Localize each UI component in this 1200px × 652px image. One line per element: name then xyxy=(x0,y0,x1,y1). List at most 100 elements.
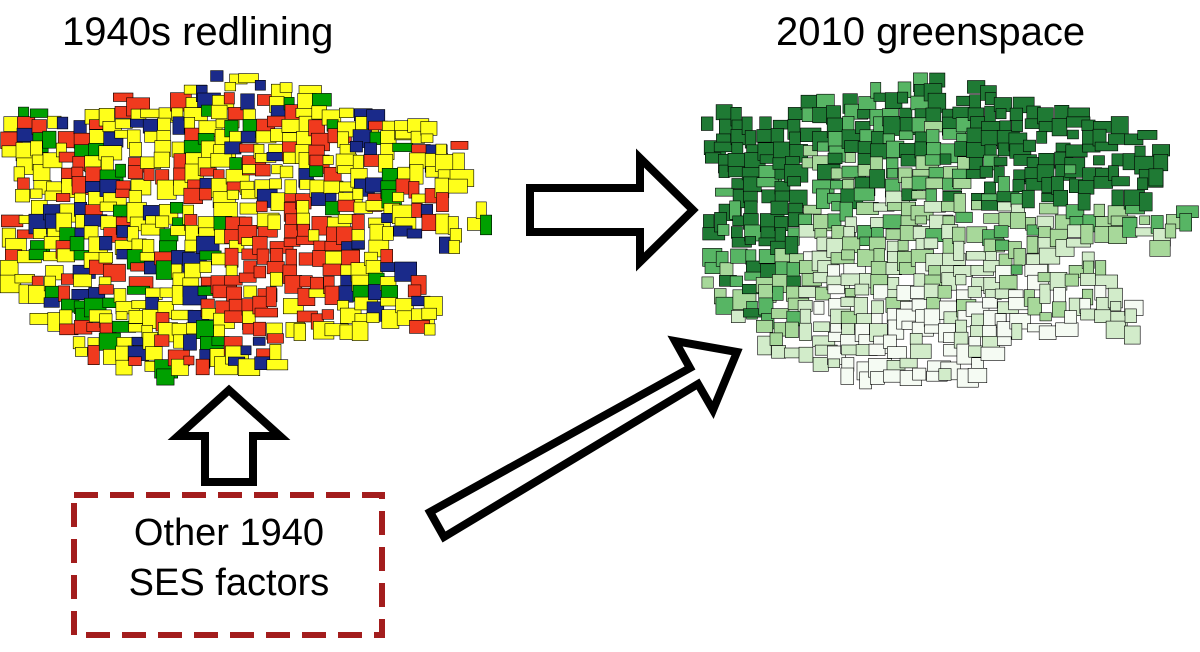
map-parcel xyxy=(1080,224,1094,245)
map-parcel xyxy=(1052,301,1067,318)
map-parcel xyxy=(844,287,856,297)
map-parcel xyxy=(1148,168,1164,187)
map-parcel xyxy=(85,181,101,194)
map-parcel xyxy=(436,192,449,212)
map-parcel xyxy=(798,213,813,227)
map-parcel xyxy=(995,108,1007,120)
map-parcel xyxy=(153,151,171,168)
map-parcel xyxy=(113,92,134,102)
map-parcel xyxy=(1064,164,1077,175)
map-parcel xyxy=(238,73,259,84)
map-parcel xyxy=(771,345,786,359)
map-parcel xyxy=(30,140,43,157)
map-parcel xyxy=(813,301,825,315)
map-parcel xyxy=(30,188,43,199)
ses-factors-label: Other 1940 SES factors xyxy=(74,508,384,608)
map-parcel xyxy=(99,236,113,251)
map-parcel xyxy=(1124,308,1137,323)
map-parcel xyxy=(73,120,87,135)
map-parcel xyxy=(827,284,845,295)
map-parcel xyxy=(140,108,161,118)
map-parcel xyxy=(1094,141,1119,152)
map-parcel xyxy=(868,236,886,251)
map-parcel xyxy=(869,169,886,189)
map-parcel xyxy=(281,119,302,133)
map-parcel xyxy=(952,178,972,189)
map-parcel xyxy=(254,80,266,91)
map-parcel xyxy=(1064,273,1079,287)
greenspace-title: 2010 greenspace xyxy=(776,10,1086,54)
map-parcel xyxy=(1077,193,1091,211)
map-parcel xyxy=(211,104,228,120)
map-parcel xyxy=(211,252,226,266)
map-parcel xyxy=(938,368,952,381)
map-parcel xyxy=(308,229,320,242)
map-parcel xyxy=(1105,320,1126,339)
map-parcel xyxy=(1124,325,1141,345)
map-parcel xyxy=(744,236,756,245)
map-parcel xyxy=(241,237,254,247)
map-parcel xyxy=(1078,180,1095,195)
map-parcel xyxy=(240,345,252,356)
ses-factors-line2: SES factors xyxy=(128,562,330,604)
map-parcel xyxy=(253,265,266,279)
map-parcel xyxy=(1038,325,1057,340)
map-parcel xyxy=(1093,155,1105,166)
map-parcel xyxy=(1021,190,1035,209)
map-parcel xyxy=(223,92,235,105)
map-parcel xyxy=(1139,192,1153,212)
map-parcel xyxy=(265,286,277,307)
map-parcel xyxy=(98,252,113,264)
map-parcel xyxy=(887,346,907,359)
map-parcel xyxy=(798,346,814,363)
map-parcel xyxy=(15,189,30,203)
map-parcel xyxy=(421,307,437,320)
map-parcel xyxy=(1067,129,1079,140)
map-parcel xyxy=(128,323,143,333)
map-parcel xyxy=(772,285,784,301)
map-parcel xyxy=(73,273,92,288)
map-parcel xyxy=(827,264,840,278)
map-parcel xyxy=(69,236,85,252)
map-parcel xyxy=(715,187,735,197)
map-parcel xyxy=(142,118,159,134)
map-parcel xyxy=(311,93,332,107)
map-parcel xyxy=(1012,179,1025,193)
map-parcel xyxy=(266,333,284,344)
redlining-map xyxy=(0,70,492,386)
map-parcel xyxy=(183,334,197,351)
map-parcel xyxy=(830,180,844,190)
map-parcel xyxy=(256,248,270,265)
map-parcel xyxy=(382,226,394,241)
map-parcel xyxy=(435,213,450,235)
map-parcel xyxy=(1093,203,1105,217)
map-parcel xyxy=(338,285,354,303)
map-parcel xyxy=(873,248,886,264)
map-parcel xyxy=(480,214,492,236)
map-parcel xyxy=(266,152,284,162)
map-parcel xyxy=(923,308,941,328)
map-parcel xyxy=(756,319,774,333)
arrow-ses-to-redlining xyxy=(167,384,291,486)
map-parcel xyxy=(240,93,255,111)
map-parcel xyxy=(1039,312,1052,322)
map-parcel xyxy=(909,332,923,345)
map-parcel xyxy=(351,214,365,231)
map-parcel xyxy=(420,133,434,143)
map-parcel xyxy=(255,163,271,177)
map-parcel xyxy=(224,247,239,268)
map-parcel xyxy=(869,371,885,385)
map-parcel xyxy=(953,240,965,261)
map-parcel xyxy=(883,334,897,349)
map-parcel xyxy=(1013,248,1026,266)
map-parcel xyxy=(827,152,843,165)
map-parcel xyxy=(853,187,875,202)
map-parcel xyxy=(183,355,195,366)
map-parcel xyxy=(701,276,714,289)
map-parcel xyxy=(322,155,334,165)
map-parcel xyxy=(199,188,212,201)
map-parcel xyxy=(325,201,340,216)
map-parcel xyxy=(980,130,1000,146)
map-parcel xyxy=(337,199,356,212)
